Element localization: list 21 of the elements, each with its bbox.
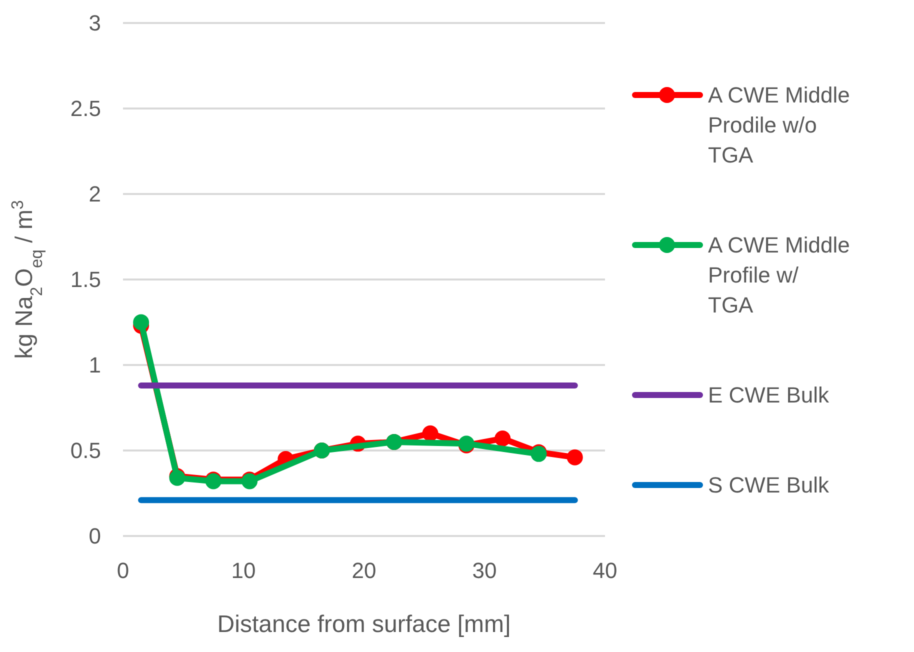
- y-tick-label: 2.5: [70, 96, 101, 122]
- x-axis-title: Distance from surface [mm]: [217, 611, 511, 638]
- point: [494, 430, 511, 447]
- x-tick-label: 0: [116, 558, 130, 583]
- x-tick-label: 30: [472, 558, 497, 583]
- legend-label: E CWE Bulk: [708, 382, 830, 408]
- legend-label: A CWE Middle Profile w/ TGA: [708, 232, 850, 318]
- x-tick-label: 40: [592, 558, 618, 583]
- x-tick-label: 20: [352, 558, 376, 583]
- point: [422, 425, 438, 442]
- point: [566, 449, 583, 466]
- y-tick-label: 1.5: [70, 267, 101, 292]
- point: [133, 314, 150, 330]
- y-tick-label: 3: [88, 10, 101, 36]
- legend-label: A CWE Middle Prodile w/o TGA: [708, 82, 850, 168]
- legend-label: S CWE Bulk: [708, 472, 830, 498]
- x-tick-label: 10: [231, 558, 256, 583]
- y-tick-label: 1: [88, 352, 101, 378]
- y-tick-label: 0: [88, 524, 101, 549]
- y-tick-label: 0.5: [70, 438, 101, 464]
- y-tick-label: 2: [88, 182, 101, 207]
